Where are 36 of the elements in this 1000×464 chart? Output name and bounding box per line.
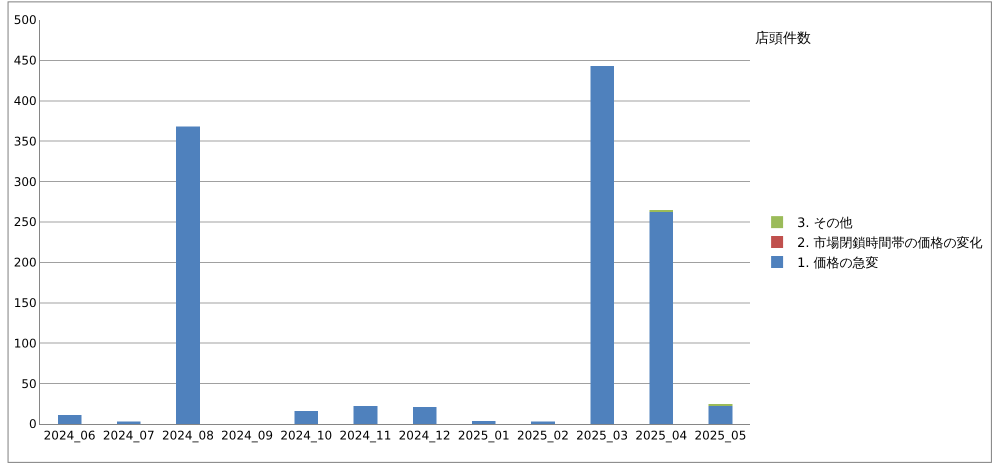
y-tick-label: 500 bbox=[14, 13, 37, 28]
bar bbox=[472, 420, 496, 424]
y-tick-label: 100 bbox=[14, 336, 37, 350]
bar bbox=[590, 66, 614, 424]
text: 店頭件数 bbox=[755, 30, 811, 46]
y-tick-label: 350 bbox=[14, 134, 37, 148]
y-tick-label: 400 bbox=[14, 94, 37, 108]
y-tick-label: 50 bbox=[21, 376, 37, 391]
bar bbox=[294, 411, 318, 424]
x-tick-label: 2024_11 bbox=[340, 428, 392, 442]
bar bbox=[58, 415, 82, 424]
x-tick-label: 2025_03 bbox=[576, 428, 628, 442]
y-tick-label: 200 bbox=[14, 256, 37, 270]
bar bbox=[649, 212, 674, 424]
y-tick-label: 450 bbox=[14, 54, 37, 68]
x-tick-label: 2025_02 bbox=[517, 428, 569, 442]
x-tick-label: 2025_04 bbox=[635, 428, 688, 442]
y-tick-label: 300 bbox=[14, 174, 37, 189]
legend-label: 3. その他 bbox=[797, 216, 853, 232]
x-tick-label: 2024_09 bbox=[221, 428, 273, 442]
x-tick-label: 2025_05 bbox=[694, 428, 746, 442]
x-tick-label: 2024_10 bbox=[280, 428, 332, 442]
legend-label: 2. 市場閉鎖時間帯の価格の変化 bbox=[797, 235, 983, 252]
bar bbox=[412, 407, 436, 424]
bar bbox=[354, 406, 378, 424]
y-tick-label: 250 bbox=[14, 215, 37, 230]
bar bbox=[708, 405, 732, 424]
x-tick-label: 2024_08 bbox=[162, 428, 214, 442]
y-tick-label: 150 bbox=[14, 296, 37, 310]
bar bbox=[176, 126, 200, 424]
legend-label: 1. 価格の急変 bbox=[797, 255, 879, 272]
x-tick-label: 2025_01 bbox=[458, 428, 510, 442]
y-tick-label: 0 bbox=[28, 417, 37, 432]
x-tick-label: 2024_07 bbox=[102, 428, 155, 442]
x-tick-label: 2024_06 bbox=[44, 428, 96, 442]
x-tick-label: 2024_12 bbox=[398, 428, 450, 442]
